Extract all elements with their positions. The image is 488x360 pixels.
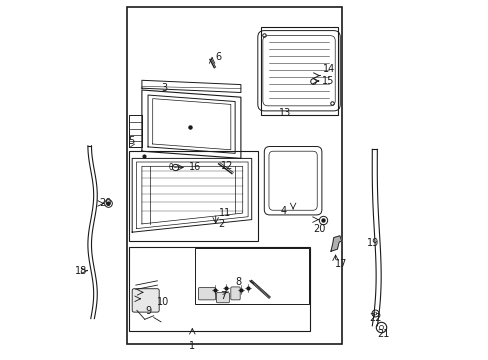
Bar xyxy=(128,151,258,241)
Text: 3: 3 xyxy=(162,83,167,93)
Text: 6: 6 xyxy=(215,51,221,62)
Text: 16: 16 xyxy=(188,162,201,172)
Text: 20: 20 xyxy=(99,198,112,208)
Text: 22: 22 xyxy=(368,312,381,323)
FancyBboxPatch shape xyxy=(216,293,229,303)
Text: 7: 7 xyxy=(220,291,226,301)
FancyBboxPatch shape xyxy=(230,287,240,300)
Text: 9: 9 xyxy=(145,306,151,316)
FancyBboxPatch shape xyxy=(198,288,215,300)
Text: 5: 5 xyxy=(128,136,135,146)
Bar xyxy=(195,248,308,304)
Text: 17: 17 xyxy=(335,258,347,269)
Text: θ: θ xyxy=(168,163,173,172)
Text: 19: 19 xyxy=(366,238,378,248)
Text: 1: 1 xyxy=(189,341,195,351)
Text: 2: 2 xyxy=(218,219,224,229)
Text: 8: 8 xyxy=(235,276,242,287)
Text: 15: 15 xyxy=(322,76,334,86)
Bar xyxy=(260,27,337,115)
Text: 14: 14 xyxy=(322,64,335,74)
Text: 21: 21 xyxy=(376,329,388,339)
Text: 18: 18 xyxy=(75,266,87,276)
FancyBboxPatch shape xyxy=(132,289,159,312)
Text: 12: 12 xyxy=(221,161,233,171)
Text: 11: 11 xyxy=(218,208,230,218)
Bar xyxy=(128,247,310,331)
Text: 4: 4 xyxy=(280,206,286,216)
Bar xyxy=(127,7,341,344)
Text: 13: 13 xyxy=(278,108,290,118)
Text: 10: 10 xyxy=(157,297,169,307)
Text: 20: 20 xyxy=(313,224,325,234)
Polygon shape xyxy=(330,236,341,251)
